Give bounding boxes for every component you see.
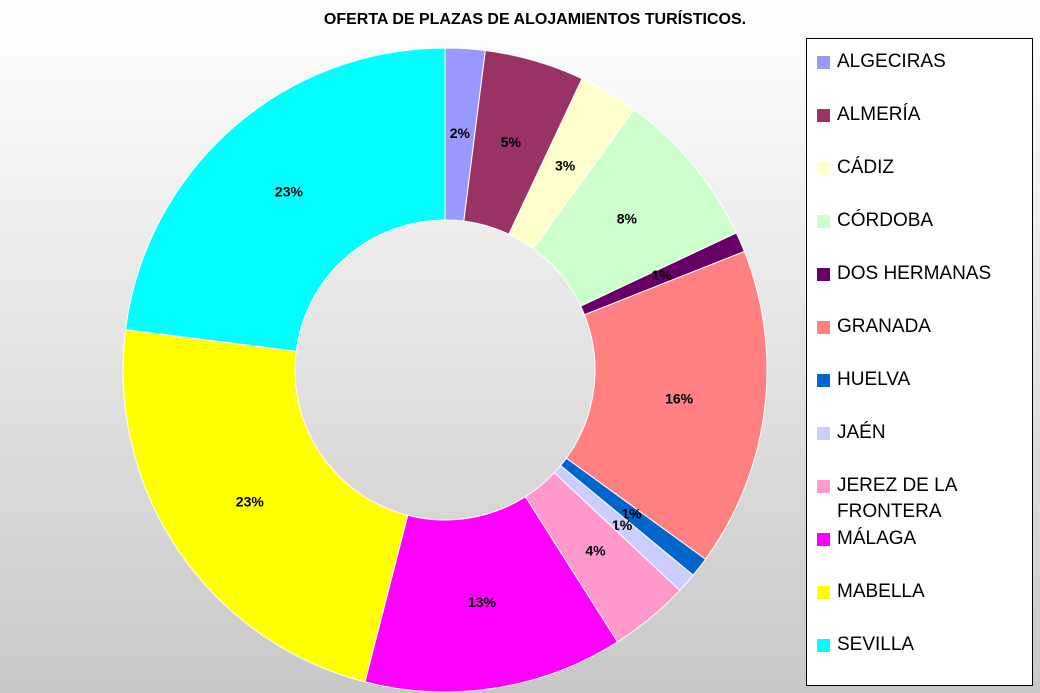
legend-item: CÁDIZ	[817, 155, 1032, 181]
legend-label: DOS HERMANAS	[837, 263, 992, 284]
data-label: 2%	[450, 125, 471, 141]
legend-label: MABELLA	[837, 581, 925, 602]
legend-item: CÓRDOBA	[817, 208, 1032, 234]
slice	[122, 329, 409, 683]
legend-item: JAÉN	[817, 420, 1032, 446]
data-label: 23%	[275, 184, 304, 200]
legend-swatch	[817, 480, 830, 493]
data-label: 16%	[665, 390, 694, 406]
legend-item: ALMERÍA	[817, 102, 1032, 128]
legend-swatch	[817, 374, 830, 387]
data-label: 8%	[617, 210, 638, 226]
slice	[565, 250, 768, 560]
legend-item: GRANADA	[817, 314, 1032, 340]
legend-label: ALGECIRAS	[837, 51, 946, 72]
legend-label: CÓRDOBA	[837, 210, 934, 231]
legend-swatch	[817, 586, 830, 599]
legend-swatch	[817, 162, 830, 175]
legend-item: DOS HERMANAS	[817, 261, 1032, 287]
legend-item: JEREZ DE LA FRONTERA	[817, 473, 1032, 525]
legend-label: CÁDIZ	[837, 157, 894, 178]
legend-item: MABELLA	[817, 579, 1032, 605]
data-label: 23%	[236, 493, 265, 509]
legend-swatch	[817, 109, 830, 122]
legend-label: ALMERÍA	[837, 104, 921, 125]
legend-label: JEREZ DE LA FRONTERA	[837, 475, 957, 522]
legend-swatch	[817, 56, 830, 69]
data-label: 13%	[468, 594, 497, 610]
legend-label: GRANADA	[837, 316, 931, 337]
data-label: 1%	[621, 505, 642, 521]
legend-item: HUELVA	[817, 367, 1032, 393]
chart-title: OFERTA DE PLAZAS DE ALOJAMIENTOS TURÍSTI…	[324, 9, 746, 28]
legend-item: MÁLAGA	[817, 526, 1032, 552]
slice	[124, 47, 446, 352]
data-label: 3%	[555, 158, 576, 174]
legend-swatch	[817, 215, 830, 228]
data-label: 1%	[651, 267, 672, 283]
legend-swatch	[817, 533, 830, 546]
legend-swatch	[817, 268, 830, 281]
legend-item: ALGECIRAS	[817, 49, 1032, 75]
legend: ALGECIRAS ALMERÍA CÁDIZ CÓRDOBA DOS HERMANAS…	[806, 38, 1033, 686]
legend-label: HUELVA	[837, 369, 911, 390]
legend-label: MÁLAGA	[837, 528, 917, 549]
slice	[364, 495, 619, 693]
legend-swatch	[817, 427, 830, 440]
legend-item: SEVILLA	[817, 632, 1032, 658]
data-label: 4%	[585, 543, 606, 559]
data-label: 1%	[612, 517, 633, 533]
legend-swatch	[817, 639, 830, 652]
legend-swatch	[817, 321, 830, 334]
legend-label: SEVILLA	[837, 634, 915, 655]
data-label: 5%	[501, 134, 522, 150]
legend-label: JAÉN	[837, 422, 886, 443]
